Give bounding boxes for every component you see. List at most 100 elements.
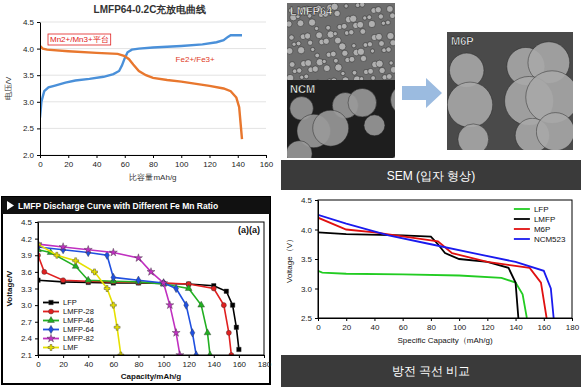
sem-particle [348, 88, 377, 117]
x-tick: 140 [208, 355, 222, 369]
y-tick-label: 4.5 [301, 196, 313, 205]
x-tick: 180 [258, 355, 272, 369]
y-tick: 3.6 [21, 268, 38, 277]
sem-particle [359, 77, 363, 80]
point-marker [172, 329, 180, 337]
sem-particle [315, 53, 320, 58]
point-marker [104, 286, 110, 292]
x-axis: 020406080100120140160 [38, 155, 273, 169]
sem-particle [379, 41, 385, 47]
sem-particle [304, 74, 309, 79]
sem-particle [312, 66, 318, 72]
caption: 방전 곡선 비교 [392, 364, 471, 378]
y-tick: 3.0 [21, 301, 38, 310]
point-marker [61, 278, 66, 283]
point-marker [109, 248, 117, 256]
y-tick-mark [37, 128, 40, 129]
x-tick-label: 100 [175, 160, 189, 169]
point-marker [59, 243, 67, 251]
legend-marker [48, 345, 54, 351]
sem-particle [292, 69, 297, 74]
sem-particle [292, 42, 296, 46]
point-marker [54, 252, 60, 258]
x-tick: 160 [260, 155, 274, 169]
y-tick-label: 2.0 [23, 151, 35, 160]
legend-label: LFP [63, 298, 77, 307]
point-marker [185, 285, 192, 291]
x-tick: 60 [109, 355, 118, 369]
y-tick: 4.5 [301, 196, 318, 205]
sem-particle [390, 13, 395, 19]
y-tick-mark [37, 22, 40, 23]
x-tick: 0 [316, 318, 321, 332]
sem-particle [331, 78, 337, 80]
x-tick: 40 [84, 355, 93, 369]
x-tick: 60 [121, 155, 130, 169]
x-tick-label: 100 [157, 360, 171, 369]
sem-particle [376, 60, 383, 67]
legend-label: LMFP-28 [63, 307, 94, 316]
sem-particle [391, 84, 396, 115]
panel-charge-discharge: LMFP64-0.2C充放电曲线0204060801001201401602.0… [4, 4, 274, 182]
sem-particle [326, 25, 331, 30]
legend-label: NCM523 [534, 235, 566, 244]
point-marker [198, 301, 205, 307]
x-tick: 180 [566, 318, 580, 332]
sem-particle [363, 16, 367, 20]
y-tick: 3.0 [23, 98, 40, 107]
y-tick-label: 4.2 [21, 235, 33, 244]
sem-particle [344, 4, 348, 8]
point-marker [221, 303, 226, 308]
series-line [40, 35, 242, 117]
x-tick: 120 [481, 318, 495, 332]
sem-particle [360, 29, 366, 35]
legend-marker [47, 334, 55, 342]
y-tick-label: 3.6 [21, 268, 33, 277]
x-tick-label: 60 [109, 360, 118, 369]
y-tick: 4.5 [21, 218, 38, 227]
plot-frame [318, 200, 572, 318]
x-tick-label: 60 [399, 323, 408, 332]
legend-swatch [514, 228, 530, 230]
point-marker [230, 303, 234, 307]
sem-particle [390, 40, 395, 46]
sem-particle [389, 61, 393, 65]
sem-particle [350, 15, 357, 22]
sem-particle [335, 64, 342, 71]
y-tick-label: 2.5 [301, 314, 313, 323]
legend-label: LMFP [534, 215, 555, 224]
x-tick: 160 [233, 355, 247, 369]
sem-particle [314, 26, 318, 30]
point-marker [226, 330, 231, 335]
x-tick-label: 40 [84, 360, 93, 369]
series-line [38, 244, 180, 355]
legend-entry: LFP [43, 298, 77, 307]
point-marker [147, 268, 155, 276]
caption: SEM (입자 형상) [387, 169, 476, 183]
y-tick: 4.0 [301, 226, 318, 235]
x-tick: 140 [232, 155, 246, 169]
grid-line [40, 101, 266, 102]
sem-particle [341, 71, 345, 75]
sem-particle [305, 60, 312, 67]
sem-particle [289, 35, 294, 40]
x-tick-label: 160 [233, 360, 247, 369]
sem-particle [323, 38, 329, 44]
sem-particle [296, 41, 301, 46]
sem-particle [367, 42, 372, 47]
legend-entry: LMF [43, 343, 78, 352]
y-tick: 2.7 [21, 318, 38, 327]
series-line [38, 244, 121, 355]
sem-particle [308, 19, 315, 26]
x-axis: 020406080100120140160180 [316, 318, 579, 332]
sem-particle [352, 44, 356, 48]
sem-particle [376, 33, 383, 40]
point-marker [211, 286, 216, 291]
x-axis: 020406080100120140160180 [36, 355, 271, 369]
sem-particle [387, 6, 394, 13]
sem-particle [368, 20, 375, 27]
sem-particle [342, 77, 349, 80]
x-tick-label: 100 [453, 323, 467, 332]
x-tick: 20 [59, 355, 68, 369]
y-tick: 3.5 [23, 71, 40, 80]
